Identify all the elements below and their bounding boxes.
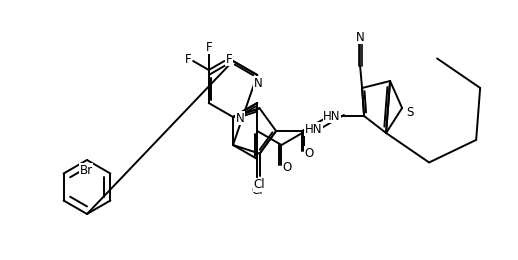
Text: F: F <box>206 41 212 54</box>
Text: S: S <box>407 106 414 119</box>
Text: Cl: Cl <box>251 184 263 197</box>
Text: N: N <box>254 76 263 89</box>
Text: F: F <box>226 53 233 66</box>
Text: Br: Br <box>79 164 93 177</box>
Text: O: O <box>305 146 314 159</box>
Text: HN: HN <box>305 122 323 135</box>
Text: N: N <box>356 30 365 43</box>
Text: HN: HN <box>323 109 341 122</box>
Text: N: N <box>236 112 244 125</box>
Text: O: O <box>283 160 292 173</box>
Text: Cl: Cl <box>254 178 265 191</box>
Text: F: F <box>185 53 192 66</box>
